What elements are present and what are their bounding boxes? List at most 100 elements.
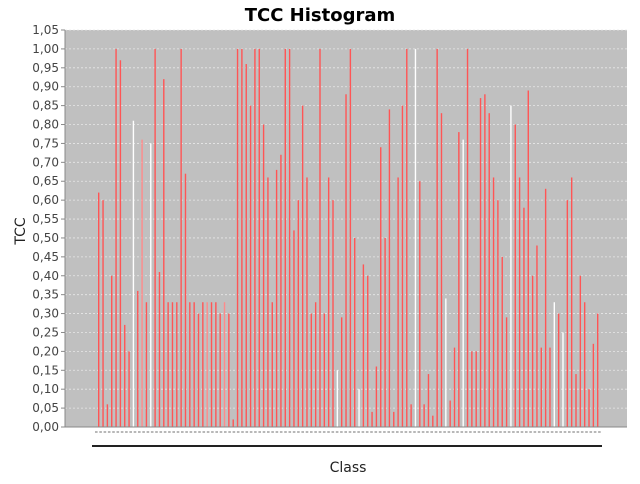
histogram-bar (280, 154, 282, 427)
y-tick-label: 0,35 (32, 288, 59, 302)
histogram-bar (562, 332, 564, 427)
histogram-bar (588, 389, 590, 427)
histogram-bar (375, 366, 378, 427)
histogram-bar (106, 404, 109, 427)
histogram-bar (384, 237, 386, 427)
histogram-bar (423, 404, 425, 427)
histogram-bar (180, 48, 182, 428)
y-tick-label: 0,45 (32, 250, 59, 264)
histogram-bar (232, 419, 234, 427)
histogram-bar (501, 256, 503, 427)
histogram-bar (492, 177, 495, 427)
histogram-bar (145, 302, 148, 427)
histogram-bar (466, 48, 469, 428)
histogram-bar (271, 302, 273, 427)
histogram-bar (132, 120, 135, 428)
histogram-bar (323, 313, 326, 427)
y-tick-label: 0,50 (32, 231, 59, 245)
histogram-bar (510, 105, 512, 428)
histogram-bar (189, 302, 191, 427)
histogram-bar (236, 48, 239, 428)
histogram-bar (275, 169, 278, 427)
y-tick-label: 0,10 (32, 382, 59, 396)
histogram-bar (362, 264, 365, 427)
histogram-bar (406, 48, 408, 428)
histogram-bar (553, 302, 556, 427)
histogram-bar (544, 188, 547, 427)
histogram-bar (284, 48, 286, 428)
y-tick-label: 0,95 (32, 61, 59, 75)
y-tick-label: 0,60 (32, 193, 59, 207)
histogram-bar (184, 173, 187, 427)
histogram-bar (354, 237, 356, 427)
histogram-bar (380, 147, 382, 427)
histogram-bar (536, 245, 538, 427)
histogram-bar (163, 79, 165, 428)
y-tick-label: 0,80 (32, 118, 59, 132)
histogram-bar (458, 132, 460, 427)
y-tick-label: 0,30 (32, 307, 59, 321)
histogram-bar (327, 177, 330, 427)
histogram-bar (332, 200, 334, 427)
x-axis-label: Class (330, 460, 367, 476)
histogram-bar (449, 400, 451, 427)
histogram-bar (540, 347, 542, 427)
histogram-bar (319, 48, 321, 428)
histogram-bar (523, 207, 525, 427)
histogram-bar (193, 302, 195, 427)
y-tick-label: 0,65 (32, 174, 59, 188)
histogram-bar (158, 271, 161, 427)
histogram-bar (531, 275, 534, 427)
histogram-bar (579, 275, 582, 427)
histogram-bar (462, 139, 464, 427)
histogram-bar (219, 313, 221, 427)
histogram-bar (228, 313, 230, 427)
y-tick-label: 1,00 (32, 42, 59, 56)
y-axis: 0,00 0,05 0,10 0,15 0,20 0,25 0,30 0,35 0,40 0,45… (32, 23, 66, 434)
histogram-bar (124, 324, 126, 427)
histogram-bar (414, 48, 417, 428)
histogram-bar (371, 411, 373, 427)
histogram-bar (475, 351, 477, 427)
histogram-bar (445, 298, 447, 427)
histogram-bar (197, 313, 200, 427)
histogram-bar (150, 143, 152, 427)
histogram-bar (527, 90, 529, 427)
histogram-bar (557, 313, 560, 427)
histogram-bar (314, 302, 317, 427)
y-tick-label: 0,00 (32, 420, 59, 434)
histogram-bar (436, 48, 438, 428)
histogram-bar (310, 313, 313, 427)
y-tick-label: 0,20 (32, 344, 59, 358)
histogram-bar (367, 275, 369, 427)
histogram-bar (575, 374, 577, 427)
histogram-bar (518, 177, 521, 427)
y-tick-label: 0,70 (32, 155, 59, 169)
histogram-bar (410, 404, 412, 427)
histogram-bar (345, 94, 347, 427)
histogram-bar (98, 192, 100, 427)
histogram-bar (202, 302, 204, 427)
histogram-bar (119, 60, 122, 427)
y-tick-label: 0,75 (32, 136, 59, 150)
histogram-bar (484, 94, 486, 427)
histogram-bar (141, 139, 143, 427)
histogram-bar (427, 374, 430, 427)
histogram-bar (592, 343, 595, 427)
histogram-bar (419, 181, 421, 427)
y-tick-label: 0,05 (32, 401, 59, 415)
histogram-bar (154, 48, 156, 428)
histogram-bar (471, 351, 473, 427)
chart-title: TCC Histogram (245, 5, 396, 26)
y-tick-label: 0,15 (32, 363, 59, 377)
y-tick-label: 0,85 (32, 99, 59, 113)
histogram-bar (566, 200, 569, 427)
histogram-bar (570, 177, 573, 427)
histogram-bar (258, 48, 260, 428)
y-tick-label: 0,25 (32, 325, 59, 339)
histogram-bar (128, 351, 130, 427)
histogram-bar (479, 98, 482, 427)
y-tick-label: 0,90 (32, 80, 59, 94)
histogram-bar (388, 109, 391, 428)
histogram-bar (401, 105, 404, 428)
